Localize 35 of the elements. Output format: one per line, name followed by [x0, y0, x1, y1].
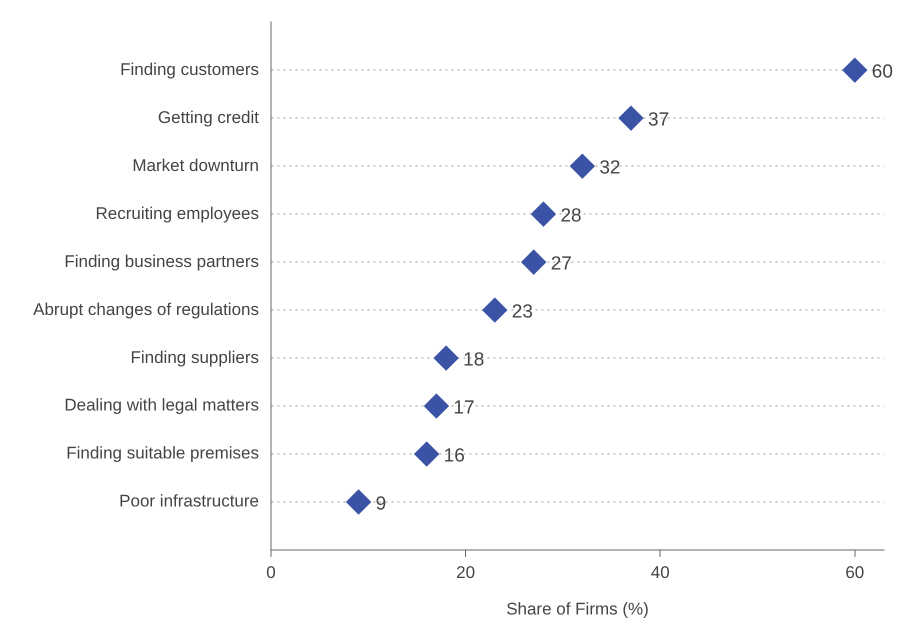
y-tick-label: Abrupt changes of regulations [33, 300, 259, 319]
y-tick-label: Finding business partners [64, 252, 259, 271]
y-tick-label: Market downturn [132, 156, 259, 175]
data-label: 9 [376, 493, 386, 514]
point [482, 298, 508, 323]
data-label: 18 [463, 349, 484, 370]
data-label: 28 [560, 205, 582, 226]
x-tick-label: 60 [845, 562, 864, 582]
x-tick-label: 40 [650, 562, 670, 582]
y-tick-label: Poor infrastructure [119, 492, 259, 511]
y-tick-label: Finding suitable premises [66, 444, 259, 463]
point [346, 490, 372, 515]
point [414, 442, 440, 467]
data-label: 23 [512, 301, 533, 322]
point [618, 106, 644, 131]
y-tick-label: Recruiting employees [96, 204, 259, 223]
y-tick-label: Getting credit [158, 108, 260, 127]
x-axis-title: Share of Firms (%) [506, 599, 649, 618]
y-tick-label: Dealing with legal matters [64, 396, 259, 415]
data-label: 16 [444, 445, 465, 466]
point [842, 58, 868, 83]
y-tick-label: Finding suppliers [130, 348, 259, 367]
point [424, 394, 449, 419]
data-label: 32 [599, 157, 621, 178]
data-label: 37 [648, 109, 670, 130]
data-label: 17 [453, 397, 475, 418]
y-tick-label: Finding customers [120, 60, 259, 79]
data-label: 60 [872, 61, 893, 82]
point [521, 250, 546, 275]
x-tick-label: 20 [456, 562, 476, 582]
point [570, 154, 595, 179]
point [530, 202, 556, 227]
point [434, 346, 459, 371]
x-tick-label: 0 [266, 562, 276, 582]
data-label: 27 [550, 253, 572, 274]
